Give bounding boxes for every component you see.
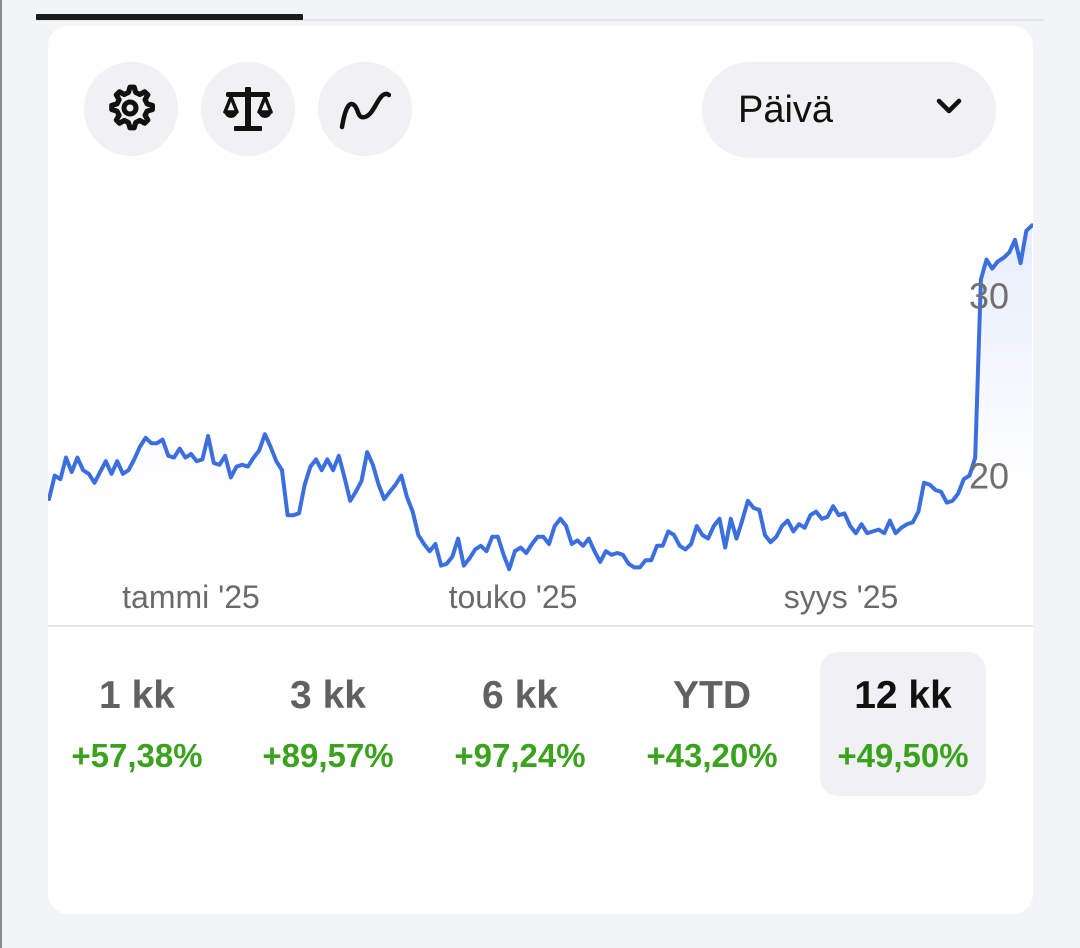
y-tick-label: 20 [969, 456, 1009, 497]
period-tab-1m[interactable]: 1 kk +57,38% [54, 652, 220, 796]
chevron-down-icon [936, 98, 962, 121]
period-change: +43,20% [646, 737, 778, 774]
period-change: +49,50% [837, 737, 969, 774]
price-area-fill [49, 225, 1032, 591]
price-series-line [48, 223, 1033, 572]
scale-balance-icon [222, 85, 274, 133]
x-tick-label: tammi '25 [122, 579, 260, 615]
period-label: YTD [673, 674, 751, 717]
trend-line-icon [339, 87, 391, 131]
period-tab-6m[interactable]: 6 kk +97,24% [437, 652, 603, 796]
period-change: +57,38% [71, 737, 203, 774]
time-range-value: Päivä [738, 89, 834, 131]
chart-divider [48, 625, 1033, 627]
period-tab-ytd[interactable]: YTD +43,20% [629, 652, 795, 796]
period-change: +97,24% [454, 737, 586, 774]
tab-active-indicator [36, 14, 303, 20]
settings-gear-icon [106, 84, 156, 134]
compare-button[interactable] [201, 62, 295, 156]
period-label: 6 kk [482, 674, 558, 717]
time-range-select[interactable]: Päivä [702, 62, 996, 158]
period-label: 1 kk [99, 674, 175, 717]
y-tick-label: 30 [969, 276, 1009, 317]
price-chart: 20 30 tammi '25 touko '25 syys '25 [48, 223, 1033, 615]
chart-type-button[interactable] [318, 62, 412, 156]
period-tab-3m[interactable]: 3 kk +89,57% [245, 652, 411, 796]
period-label: 12 kk [854, 674, 952, 717]
x-tick-label: syys '25 [784, 579, 899, 615]
window-edge [0, 0, 2, 948]
tab-bar-divider [36, 19, 1044, 21]
period-tab-12m[interactable]: 12 kk +49,50% [820, 652, 986, 796]
stock-chart-card: Päivä 20 30 tammi '25 touko '25 syys '25 1 k… [48, 26, 1033, 914]
chart-settings-button[interactable] [84, 62, 178, 156]
period-label: 3 kk [290, 674, 366, 717]
x-tick-label: touko '25 [449, 579, 578, 615]
period-change: +89,57% [262, 737, 394, 774]
